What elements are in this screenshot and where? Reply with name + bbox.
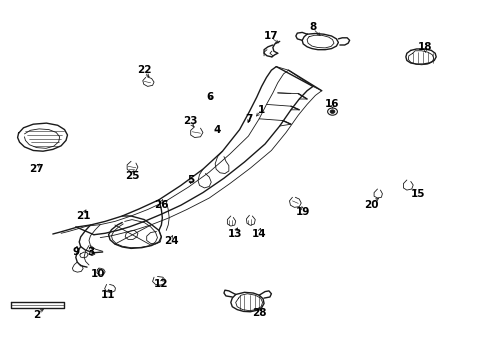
Circle shape <box>329 110 334 113</box>
Text: 22: 22 <box>137 65 151 75</box>
Text: 27: 27 <box>29 164 44 174</box>
Text: 25: 25 <box>124 171 139 181</box>
Text: 14: 14 <box>251 229 266 239</box>
Text: 5: 5 <box>187 175 194 185</box>
Text: 4: 4 <box>213 125 221 135</box>
Text: 13: 13 <box>227 229 242 239</box>
Text: 19: 19 <box>295 207 310 217</box>
Text: 23: 23 <box>183 116 198 126</box>
Text: 17: 17 <box>264 31 278 41</box>
Text: 28: 28 <box>251 308 266 318</box>
Text: 18: 18 <box>417 42 432 52</box>
Text: 12: 12 <box>154 279 168 289</box>
Text: 7: 7 <box>245 114 253 124</box>
Text: 15: 15 <box>410 189 425 199</box>
Text: 21: 21 <box>76 211 90 221</box>
Text: 26: 26 <box>154 200 168 210</box>
Text: 10: 10 <box>90 269 105 279</box>
Text: 16: 16 <box>325 99 339 109</box>
Text: 6: 6 <box>206 92 213 102</box>
Text: 8: 8 <box>309 22 316 32</box>
Text: 1: 1 <box>258 105 264 115</box>
Text: 20: 20 <box>364 200 378 210</box>
Text: 9: 9 <box>72 247 79 257</box>
Text: 24: 24 <box>163 236 178 246</box>
Text: 11: 11 <box>100 290 115 300</box>
Text: 2: 2 <box>33 310 40 320</box>
Text: 3: 3 <box>87 247 94 257</box>
